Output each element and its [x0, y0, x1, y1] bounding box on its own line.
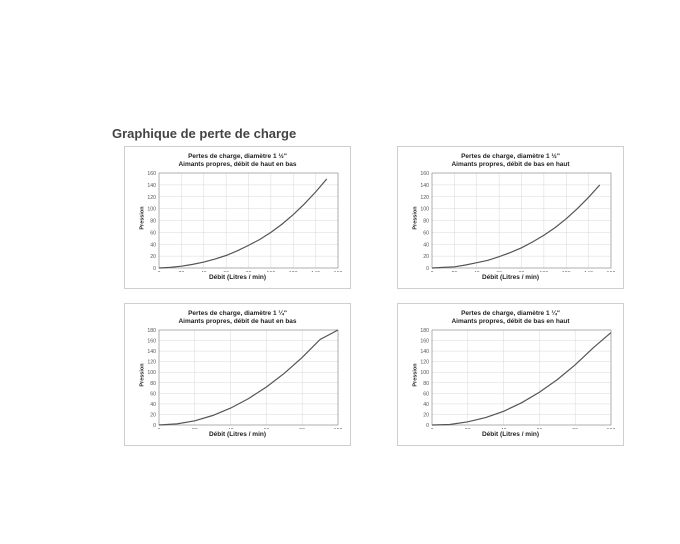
chart-ylabel: Pression — [413, 206, 419, 229]
svg-text:40: 40 — [501, 428, 507, 429]
svg-text:60: 60 — [223, 271, 229, 272]
svg-text:0: 0 — [426, 423, 429, 429]
chart-ylabel: Pression — [140, 206, 146, 229]
svg-text:160: 160 — [147, 171, 156, 177]
svg-text:0: 0 — [158, 428, 161, 429]
chart-xlabel: Débit (Litres / min) — [133, 431, 342, 438]
svg-text:160: 160 — [147, 339, 156, 345]
chart-grid: Pertes de charge, diamètre 1 ½" Aimants … — [124, 146, 624, 446]
svg-text:120: 120 — [420, 195, 429, 201]
svg-text:100: 100 — [420, 370, 429, 376]
svg-text:60: 60 — [150, 392, 156, 398]
svg-text:80: 80 — [246, 271, 252, 272]
chart-series-line — [432, 333, 611, 425]
svg-text:60: 60 — [150, 231, 156, 237]
svg-text:40: 40 — [423, 402, 429, 408]
svg-text:140: 140 — [420, 349, 429, 355]
chart-title: Pertes de charge, diamètre 1 ½" Aimants … — [133, 153, 342, 169]
svg-text:0: 0 — [158, 271, 161, 272]
svg-text:140: 140 — [584, 271, 593, 272]
svg-text:180: 180 — [420, 328, 429, 334]
svg-text:120: 120 — [289, 271, 298, 272]
svg-text:40: 40 — [150, 402, 156, 408]
chart-title: Pertes de charge, diamètre 1 ¼" Aimants … — [133, 310, 342, 326]
chart-ylabel: Pression — [140, 363, 146, 386]
svg-text:160: 160 — [607, 271, 616, 272]
svg-text:40: 40 — [228, 428, 234, 429]
svg-text:180: 180 — [147, 328, 156, 334]
chart-series-line — [432, 185, 600, 268]
svg-text:60: 60 — [264, 428, 270, 429]
svg-text:40: 40 — [150, 243, 156, 249]
svg-text:120: 120 — [147, 360, 156, 366]
svg-text:40: 40 — [201, 271, 207, 272]
svg-text:100: 100 — [540, 271, 549, 272]
svg-text:100: 100 — [147, 370, 156, 376]
chart-card-c3: Pertes de charge, diamètre 1 ¼" Aimants … — [124, 303, 351, 446]
svg-text:40: 40 — [423, 243, 429, 249]
svg-text:60: 60 — [537, 428, 543, 429]
svg-text:20: 20 — [192, 428, 198, 429]
chart-title: Pertes de charge, diamètre 1 ¼" Aimants … — [406, 310, 615, 326]
chart-card-c1: Pertes de charge, diamètre 1 ½" Aimants … — [124, 146, 351, 289]
svg-text:140: 140 — [311, 271, 320, 272]
svg-text:0: 0 — [153, 266, 156, 272]
chart-xlabel: Débit (Litres / min) — [406, 274, 615, 281]
svg-text:100: 100 — [147, 207, 156, 213]
svg-text:20: 20 — [423, 254, 429, 260]
svg-text:0: 0 — [431, 428, 434, 429]
svg-text:0: 0 — [153, 423, 156, 429]
svg-text:20: 20 — [423, 413, 429, 419]
chart-xlabel: Débit (Litres / min) — [406, 431, 615, 438]
svg-text:80: 80 — [423, 381, 429, 387]
svg-text:20: 20 — [150, 413, 156, 419]
chart-plot: 0 20 40 60 80 100 120 140 160 180 0 20 40 60 80 100 — [406, 326, 617, 429]
svg-text:60: 60 — [423, 392, 429, 398]
svg-text:80: 80 — [150, 219, 156, 225]
svg-text:80: 80 — [519, 271, 525, 272]
chart-series-line — [159, 179, 327, 268]
svg-text:120: 120 — [147, 195, 156, 201]
svg-text:80: 80 — [299, 428, 305, 429]
chart-plot: 0 20 40 60 80 100 120 140 160 180 0 20 40 60 80 100 — [133, 326, 344, 429]
svg-text:120: 120 — [562, 271, 571, 272]
svg-text:0: 0 — [426, 266, 429, 272]
svg-text:120: 120 — [420, 360, 429, 366]
svg-text:140: 140 — [147, 349, 156, 355]
chart-ylabel: Pression — [413, 363, 419, 386]
svg-text:60: 60 — [496, 271, 502, 272]
svg-text:60: 60 — [423, 231, 429, 237]
section-title: Graphique de perte de charge — [112, 126, 296, 141]
chart-plot: 0 20 40 60 80 100 120 140 160 0 20 40 60 80 100 120 140 1… — [133, 169, 344, 272]
page-root: Graphique de perte de charge Pertes de c… — [0, 0, 680, 544]
svg-text:100: 100 — [420, 207, 429, 213]
svg-text:80: 80 — [572, 428, 578, 429]
svg-text:20: 20 — [451, 271, 457, 272]
svg-text:100: 100 — [607, 428, 616, 429]
chart-series-line — [159, 330, 338, 425]
svg-text:0: 0 — [431, 271, 434, 272]
svg-text:140: 140 — [420, 183, 429, 189]
svg-text:20: 20 — [150, 254, 156, 260]
svg-text:20: 20 — [465, 428, 471, 429]
chart-title: Pertes de charge, diamètre 1 ½" Aimants … — [406, 153, 615, 169]
chart-card-c4: Pertes de charge, diamètre 1 ¼" Aimants … — [397, 303, 624, 446]
svg-text:80: 80 — [423, 219, 429, 225]
chart-plot: 0 20 40 60 80 100 120 140 160 0 20 40 60 80 100 120 140 1… — [406, 169, 617, 272]
svg-text:20: 20 — [178, 271, 184, 272]
svg-text:100: 100 — [267, 271, 276, 272]
chart-xlabel: Débit (Litres / min) — [133, 274, 342, 281]
svg-text:80: 80 — [150, 381, 156, 387]
svg-text:160: 160 — [334, 271, 343, 272]
svg-text:160: 160 — [420, 171, 429, 177]
svg-text:100: 100 — [334, 428, 343, 429]
chart-card-c2: Pertes de charge, diamètre 1 ½" Aimants … — [397, 146, 624, 289]
svg-text:140: 140 — [147, 183, 156, 189]
svg-text:40: 40 — [474, 271, 480, 272]
svg-text:160: 160 — [420, 339, 429, 345]
